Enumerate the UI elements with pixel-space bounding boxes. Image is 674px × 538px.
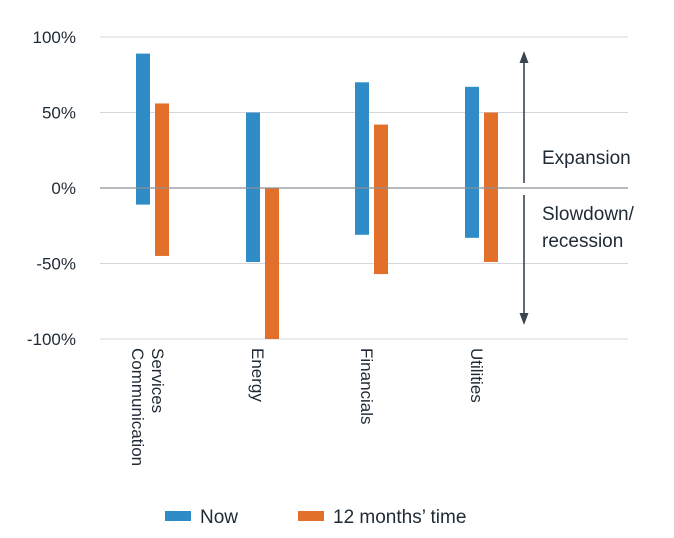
y-tick-label: -50% [36, 255, 76, 274]
x-tick-label-line: Financials [357, 348, 376, 425]
bar-12-months-2 [374, 124, 388, 275]
y-tick-label: 50% [42, 104, 76, 123]
bar-now-1 [246, 112, 260, 262]
legend-label: 12 months’ time [333, 507, 466, 528]
x-tick-label-line: Communication [128, 348, 147, 466]
annotation-expansion: Expansion [542, 148, 631, 169]
x-tick-label: Utilities [467, 348, 486, 403]
annotation-slowdown: Slowdown/recession [542, 204, 635, 252]
bar-12-months-3 [484, 112, 498, 262]
x-axis-ticks: Communication Services Energy Financials Uti… [128, 348, 486, 466]
y-tick-label: 100% [33, 28, 76, 47]
x-tick-label-line: Services [148, 348, 167, 413]
arrow-up-head-icon [519, 51, 529, 63]
legend-label: Now [200, 507, 238, 528]
cycle-arrow [519, 51, 529, 325]
bar-now-3 [465, 86, 479, 238]
y-tick-label: -100% [27, 330, 76, 349]
bar-12-months-0 [155, 103, 169, 256]
x-tick-label-line: Energy [248, 348, 267, 402]
arrow-down-head-icon [519, 313, 529, 325]
x-tick-label-line: Utilities [467, 348, 486, 403]
y-tick-label: 0% [51, 179, 76, 198]
legend-swatch [298, 511, 324, 521]
bars [136, 53, 498, 339]
gridlines [100, 36, 628, 340]
legend-swatch [165, 511, 191, 521]
annotation-slowdown-line: recession [542, 231, 623, 252]
bar-12-months-1 [265, 188, 279, 339]
x-tick-label: Energy [248, 348, 267, 402]
x-tick-label: Financials [357, 348, 376, 425]
annotation-slowdown-line: Slowdown/ [542, 204, 635, 225]
bar-now-2 [355, 82, 369, 235]
y-axis-ticks: 100% 50% 0% -50% -100% [27, 28, 76, 349]
x-tick-label: Communication Services [128, 348, 167, 466]
legend: Now 12 months’ time [165, 507, 466, 528]
bar-now-0 [136, 53, 150, 205]
